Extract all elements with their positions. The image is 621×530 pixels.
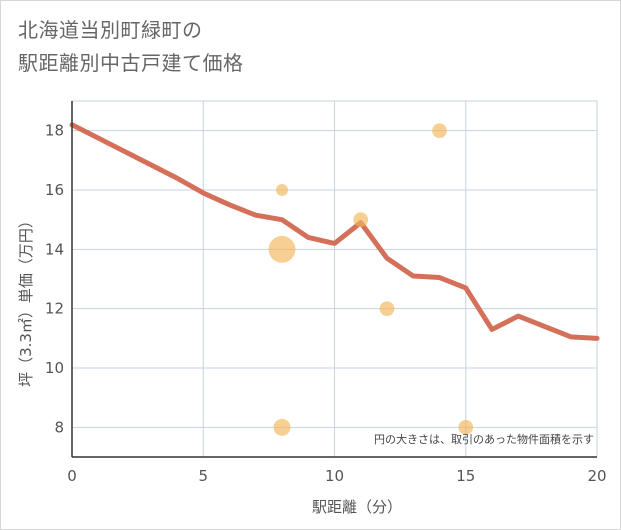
y-tick-label: 14 [45,240,64,258]
y-tick-label: 8 [54,418,64,436]
x-tick-label: 20 [587,467,606,485]
scatter-point [432,123,447,139]
y-tick-label: 12 [45,300,64,318]
axes [71,101,597,458]
scatter-point [276,184,288,196]
scatter-point [268,235,296,263]
y-tick-label: 10 [45,359,64,377]
x-tick-label: 10 [325,467,344,485]
y-tick-label: 16 [45,181,64,199]
scatter-point [458,419,474,435]
y-axis-label: 坪（3.3㎡）単価（万円） [17,213,35,387]
x-tick-label: 15 [456,467,475,485]
chart-title: 北海道当別町緑町の 駅距離別中古戸建て価格 [18,14,578,80]
plot-area [69,122,600,436]
chart-title-line1: 北海道当別町緑町の [18,18,203,42]
x-tick-label: 0 [67,467,77,485]
scatter-point [379,301,395,317]
x-axis-label: 駅距離（分） [312,498,402,516]
grid [71,100,598,458]
trend-line [69,122,600,341]
scatter-point [273,418,291,436]
tick-labels: 0 5 10 15 20 8 10 12 14 16 18 [45,122,607,485]
x-tick-label: 5 [198,467,208,485]
chart-title-line2: 駅距離別中古戸建て価格 [18,51,244,75]
size-note: 円の大きさは、取引のあった物件面積を示す [374,432,594,446]
y-tick-label: 18 [45,122,64,140]
scatter-point [353,212,369,228]
